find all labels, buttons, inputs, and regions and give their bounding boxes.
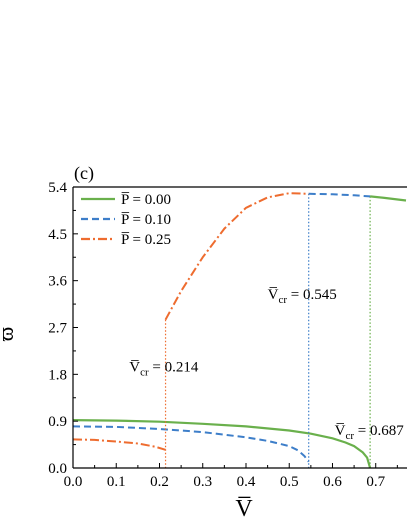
critical-annotation: V̅cr = 0.214 (129, 360, 199, 379)
y-tick-label: 1.8 (48, 367, 67, 383)
annotation-value: 0.214 (165, 360, 199, 376)
x-tick-label: 0.4 (237, 474, 256, 490)
x-tick-label: 0.1 (107, 474, 126, 490)
y-tick-label: 0.9 (48, 414, 67, 430)
x-tick-label: 0.7 (366, 474, 385, 490)
x-tick-label: 0.2 (150, 474, 169, 490)
annotation-symbol: V̅ (268, 287, 279, 303)
y-tick-label: 3.6 (48, 274, 67, 290)
legend: P̅ = 0.00 P̅ = 0.10 P̅ = 0.25 (81, 192, 171, 248)
y-tick-label: 0.0 (48, 461, 67, 477)
x-tick-label: 0.6 (323, 474, 342, 490)
annotation-equals: = (287, 287, 303, 303)
series-2-lower-branch (73, 438, 166, 451)
legend-label: P̅ = 0.10 (121, 212, 171, 228)
y-tick-label: 5.4 (48, 180, 67, 196)
series-0-upper-branch (369, 195, 407, 202)
annotation-equals: = (149, 360, 165, 376)
critical-annotation: V̅cr = 0.545 (268, 287, 337, 306)
panel-label: (c) (74, 163, 94, 184)
annotation-subscript: cr (278, 294, 287, 306)
annotation-equals: = (354, 423, 370, 439)
x-tick-label: 0.5 (280, 474, 299, 490)
annotation-symbol: V̅ (335, 423, 346, 439)
series-2-upper-branch (164, 192, 309, 321)
annotation-subscript: cr (345, 430, 354, 442)
critical-annotation: V̅cr = 0.687 (335, 423, 405, 442)
y-tick-label: 2.7 (48, 321, 67, 337)
y-tick-label: 4.5 (48, 227, 67, 243)
legend-label: P̅ = 0.00 (121, 192, 171, 208)
x-tick-label: 0.0 (64, 474, 83, 490)
series-0-lower-branch (73, 419, 372, 468)
annotation-symbol: V̅ (129, 360, 140, 376)
series-1-lower-branch (73, 425, 310, 463)
annotation-value: 0.545 (303, 287, 337, 303)
legend-label: P̅ = 0.25 (121, 232, 171, 248)
annotation-subscript: cr (140, 367, 149, 379)
y-axis-label: ϖ (0, 327, 18, 341)
x-tick-label: 0.3 (193, 474, 212, 490)
series-1-upper-branch (308, 192, 371, 198)
x-axis-label: V̅ (235, 496, 253, 522)
annotation-value: 0.687 (370, 423, 404, 439)
